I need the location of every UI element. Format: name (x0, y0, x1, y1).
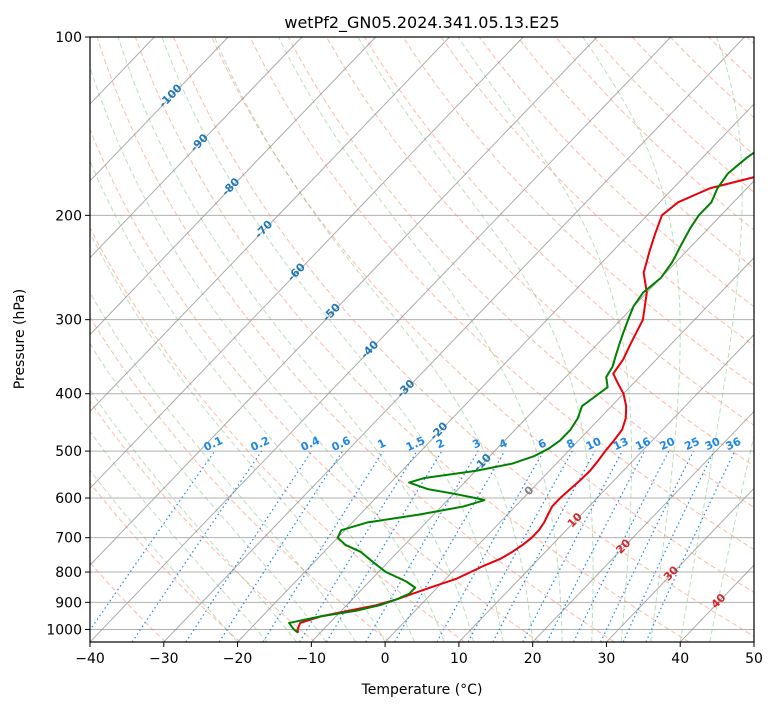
dry-adiabat (90, 316, 391, 642)
isotherm-line (458, 333, 754, 642)
y-tick-label: 700 (55, 531, 82, 547)
mixing-ratio-label: 13 (611, 435, 630, 453)
dry-adiabat (211, 37, 754, 593)
mixing-ratio-line (600, 450, 695, 642)
mixing-ratio-label: 36 (724, 435, 744, 453)
chart-title: wetPf2_GN05.2024.341.05.13.E25 (284, 13, 559, 33)
mixing-ratio-line (467, 450, 573, 642)
dry-adiabat (440, 37, 754, 347)
dry-adiabat (90, 561, 166, 642)
dry-adiabat (364, 37, 754, 426)
isotherm-line (310, 180, 754, 642)
mixing-ratio-line (131, 450, 263, 642)
x-tick-label: 50 (745, 651, 763, 667)
moist-adiabat (457, 37, 633, 642)
isotherm-line (237, 103, 754, 642)
moist-adiabat (90, 65, 445, 642)
moist-adiabat (357, 37, 594, 642)
isotherm-line (90, 37, 524, 490)
dry-adiabat (90, 400, 316, 642)
dry-adiabat (287, 37, 754, 508)
isotherm-line (163, 37, 745, 642)
mixing-ratio-line (645, 450, 736, 642)
moist-adiabat (90, 231, 386, 642)
background-lines (90, 37, 754, 642)
x-tick-label: 40 (671, 651, 689, 667)
temperature-profile (296, 176, 754, 633)
dry-adiabat (90, 128, 540, 642)
isotherm-line (384, 257, 754, 642)
mixing-ratio-label: 20 (658, 435, 678, 453)
moist-adiabat (709, 433, 754, 642)
moist-adiabat (582, 37, 681, 642)
mixing-ratio-label: 10 (584, 435, 604, 453)
moist-adiabat (90, 469, 238, 642)
x-tick-label: −10 (297, 651, 327, 667)
x-axis-label: Temperature (°C) (361, 682, 483, 698)
dry-adiabat (478, 37, 754, 308)
dewpoint-profile (288, 151, 754, 634)
y-tick-label: 800 (55, 565, 82, 581)
moist-adiabat (278, 37, 563, 642)
x-tick-label: 30 (598, 651, 616, 667)
mixing-ratio-label: 25 (682, 435, 701, 453)
isotherm-line (606, 487, 754, 642)
mixing-ratio-line (262, 450, 384, 642)
moist-adiabat (90, 388, 297, 642)
y-tick-label: 200 (55, 208, 82, 224)
y-tick-label: 600 (55, 491, 82, 507)
moist-adiabat (161, 37, 504, 642)
mixing-ratio-line (325, 450, 443, 642)
x-tick-label: −30 (149, 651, 179, 667)
isotherm-line (90, 37, 377, 336)
moist-adiabat (679, 37, 743, 642)
y-axis: 100 200 300 400 500 600 700 800 900 1000 (46, 30, 90, 638)
mixing-ratio-line (492, 450, 596, 642)
x-tick-label: −40 (75, 651, 105, 667)
y-tick-label: 500 (55, 444, 82, 460)
y-tick-label: 400 (55, 387, 82, 403)
dry-adiabat (96, 37, 615, 642)
isotherm-line (90, 37, 672, 642)
isotherm-line (532, 410, 754, 642)
x-axis: −40 −30 −20 −10 0 10 20 30 40 50 (75, 642, 763, 667)
dry-adiabat (134, 37, 690, 642)
mixing-ratio-label: 16 (633, 435, 653, 453)
x-tick-label: −20 (223, 651, 253, 667)
x-tick-label: 10 (450, 651, 468, 667)
dry-adiabat (173, 37, 754, 637)
y-tick-label: 1000 (46, 622, 82, 638)
data-lines (288, 151, 754, 634)
isotherm-line (90, 37, 598, 566)
moist-adiabat (90, 291, 357, 642)
y-tick-label: 900 (55, 595, 82, 611)
moist-adiabat (214, 37, 534, 642)
isotherm-line (90, 37, 303, 259)
mixing-ratio-line (218, 450, 344, 642)
y-tick-label: 300 (55, 313, 82, 329)
mixing-ratio-label: 30 (703, 435, 723, 453)
mixing-ratio-line (572, 450, 670, 642)
y-tick-label: 100 (55, 30, 82, 46)
moist-adiabat (90, 343, 327, 642)
mixing-ratio-line (90, 450, 216, 632)
isotherm-line (90, 37, 450, 413)
dry-adiabat (249, 37, 754, 551)
mixing-ratio-line (622, 450, 715, 642)
plot-frame (89, 36, 755, 643)
moist-adiabat (117, 37, 475, 642)
y-axis-label: Pressure (hPa) (12, 289, 28, 389)
mixing-ratio-line (185, 450, 313, 642)
x-tick-label: 0 (381, 651, 390, 667)
isotherm-line (90, 37, 229, 182)
x-tick-label: 20 (524, 651, 542, 667)
